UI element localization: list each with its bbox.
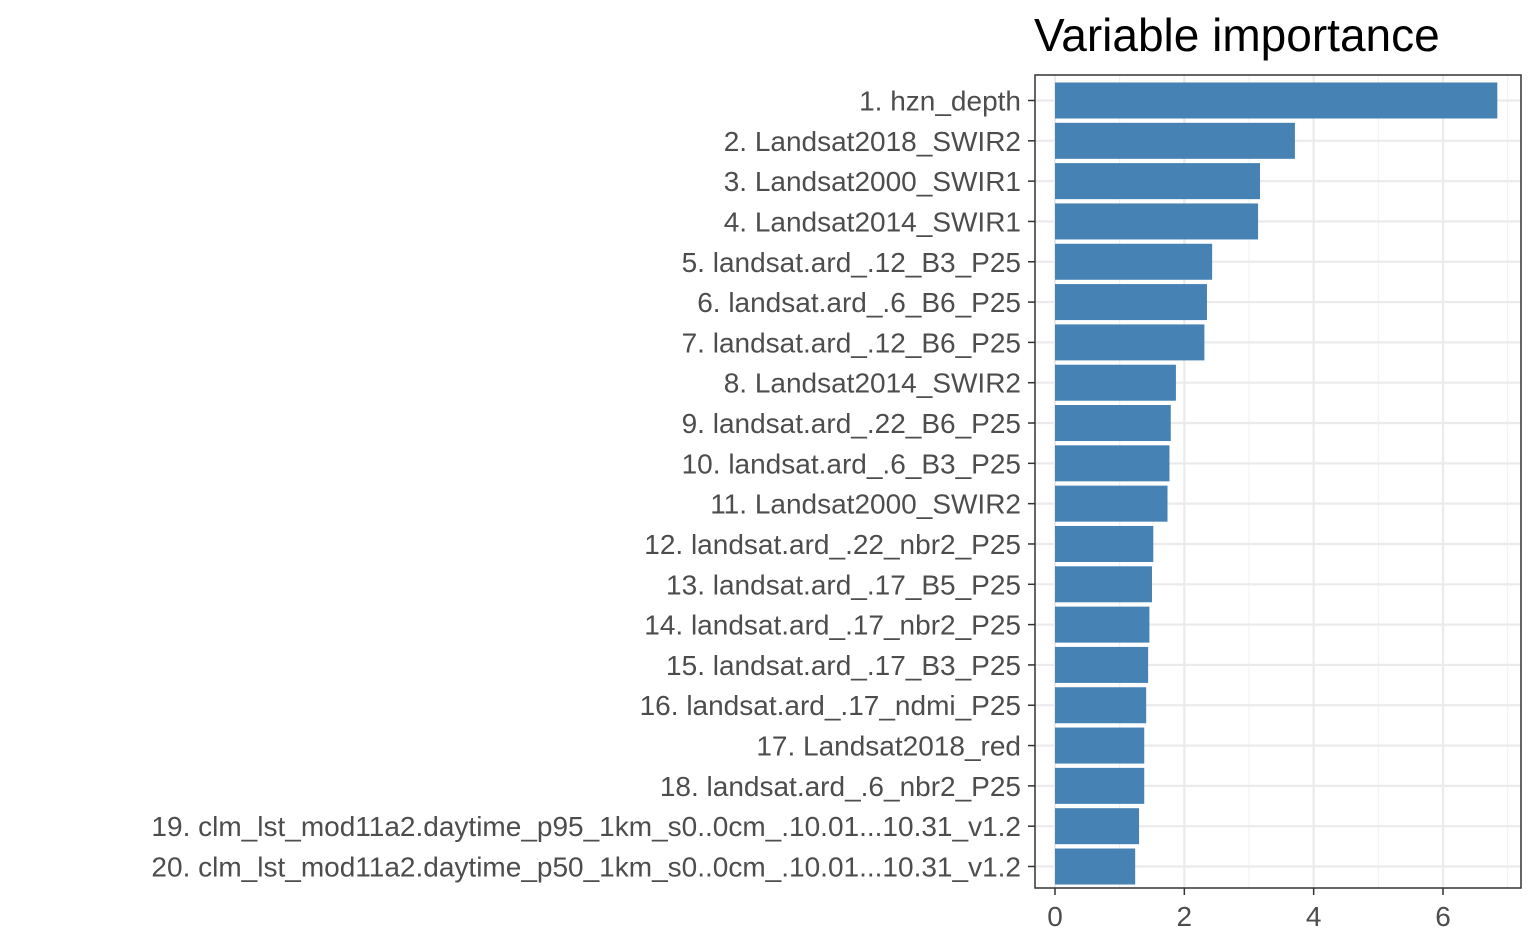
- y-tick-label: 20. clm_lst_mod11a2.daytime_p50_1km_s0..…: [151, 852, 1021, 883]
- bar: [1055, 203, 1259, 240]
- bar: [1055, 122, 1295, 159]
- y-tick-label: 19. clm_lst_mod11a2.daytime_p95_1km_s0..…: [151, 811, 1021, 842]
- chart-title: Variable importance: [1034, 9, 1440, 61]
- bar: [1055, 243, 1213, 280]
- y-tick-label: 5. landsat.ard_.12_B3_P25: [682, 247, 1021, 278]
- y-tick-label: 16. landsat.ard_.17_ndmi_P25: [640, 690, 1021, 721]
- y-tick-label: 3. Landsat2000_SWIR1: [724, 166, 1021, 197]
- x-tick-label: 2: [1177, 901, 1193, 932]
- bar: [1055, 82, 1498, 119]
- y-axis: 1. hzn_depth 2. Landsat2018_SWIR2 3. Lands…: [151, 86, 1035, 883]
- x-tick-label: 4: [1306, 901, 1322, 932]
- bar: [1055, 566, 1152, 603]
- panel-border: [1034, 74, 1522, 889]
- x-tick-label: 0: [1047, 901, 1063, 932]
- bar: [1055, 445, 1170, 482]
- y-tick-label: 6. landsat.ard_.6_B6_P25: [697, 287, 1021, 318]
- bar: [1055, 646, 1149, 683]
- bar: [1055, 405, 1171, 442]
- x-axis: 0 2 4 6: [1047, 888, 1451, 932]
- y-tick-label: 7. landsat.ard_.12_B6_P25: [682, 327, 1021, 358]
- y-tick-label: 10. landsat.ard_.6_B3_P25: [682, 448, 1021, 479]
- y-tick-label: 17. Landsat2018_red: [756, 731, 1021, 762]
- bars: [1055, 82, 1498, 885]
- y-tick-label: 12. landsat.ard_.22_nbr2_P25: [644, 529, 1021, 560]
- y-tick-label: 2. Landsat2018_SWIR2: [724, 126, 1021, 157]
- bar: [1055, 767, 1145, 804]
- bar: [1055, 364, 1176, 401]
- y-tick-label: 13. landsat.ard_.17_B5_P25: [666, 569, 1021, 600]
- bar: [1055, 284, 1207, 321]
- x-tick-label: 6: [1435, 901, 1451, 932]
- y-tick-label: 8. Landsat2014_SWIR2: [724, 368, 1021, 399]
- bar: [1055, 808, 1140, 845]
- y-tick-label: 1. hzn_depth: [859, 86, 1021, 117]
- bar: [1055, 606, 1150, 643]
- y-tick-label: 15. landsat.ard_.17_B3_P25: [666, 650, 1021, 681]
- y-tick-label: 9. landsat.ard_.22_B6_P25: [682, 408, 1021, 439]
- y-tick-label: 11. Landsat2000_SWIR2: [710, 489, 1021, 520]
- bar: [1055, 324, 1205, 361]
- plot-panel: [1034, 74, 1522, 889]
- y-tick-label: 18. landsat.ard_.6_nbr2_P25: [660, 771, 1021, 802]
- bar: [1055, 163, 1260, 200]
- y-tick-label: 4. Landsat2014_SWIR1: [724, 206, 1021, 237]
- bar: [1055, 525, 1154, 562]
- bar: [1055, 848, 1136, 885]
- bar: [1055, 485, 1168, 522]
- bar: [1055, 727, 1145, 764]
- y-tick-label: 14. landsat.ard_.17_nbr2_P25: [644, 610, 1021, 641]
- bar: [1055, 687, 1147, 724]
